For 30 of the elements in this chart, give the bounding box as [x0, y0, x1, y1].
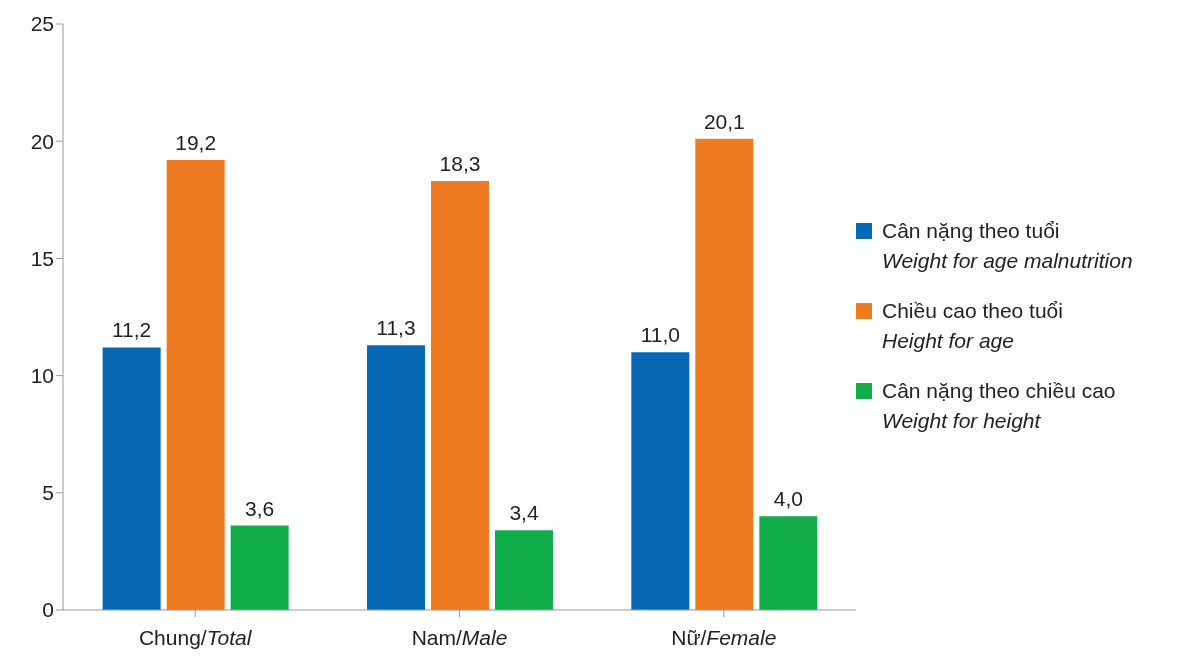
data-label: 3,6 — [245, 496, 275, 520]
bar — [759, 516, 818, 610]
x-tick-label: Chung/Total — [138, 626, 253, 649]
bar — [102, 347, 161, 610]
data-label: 11,3 — [376, 316, 416, 340]
data-label: 20,1 — [703, 109, 745, 133]
bar — [230, 525, 289, 610]
legend-label: Cân nặng theo chiều cao Weight for height — [882, 377, 1116, 434]
data-label: 4,0 — [773, 487, 803, 511]
bar — [494, 530, 553, 610]
x-tick-label: Nữ/Female — [671, 626, 777, 649]
y-tick-label: 0 — [42, 598, 54, 622]
data-label: 3,4 — [509, 501, 539, 525]
y-tick-label: 10 — [30, 364, 54, 388]
bar — [366, 345, 425, 610]
bar — [430, 181, 489, 610]
legend-label: Chiều cao theo tuổi Height for age — [882, 297, 1063, 354]
bar — [631, 352, 690, 610]
bar — [695, 138, 754, 610]
y-tick-label: 15 — [30, 246, 54, 270]
data-label: 11,0 — [640, 323, 680, 347]
y-tick-label: 20 — [30, 129, 54, 153]
y-tick-label: 25 — [30, 12, 54, 36]
data-label: 19,2 — [175, 130, 217, 154]
legend-label: Cân nặng theo tuổi Weight for age malnutrition — [882, 217, 1133, 274]
data-label: 18,3 — [439, 152, 481, 176]
data-label: 11,2 — [111, 318, 152, 342]
y-tick-label: 5 — [42, 481, 54, 505]
bar — [166, 159, 225, 610]
x-tick-label: Nam/Male — [411, 626, 508, 649]
